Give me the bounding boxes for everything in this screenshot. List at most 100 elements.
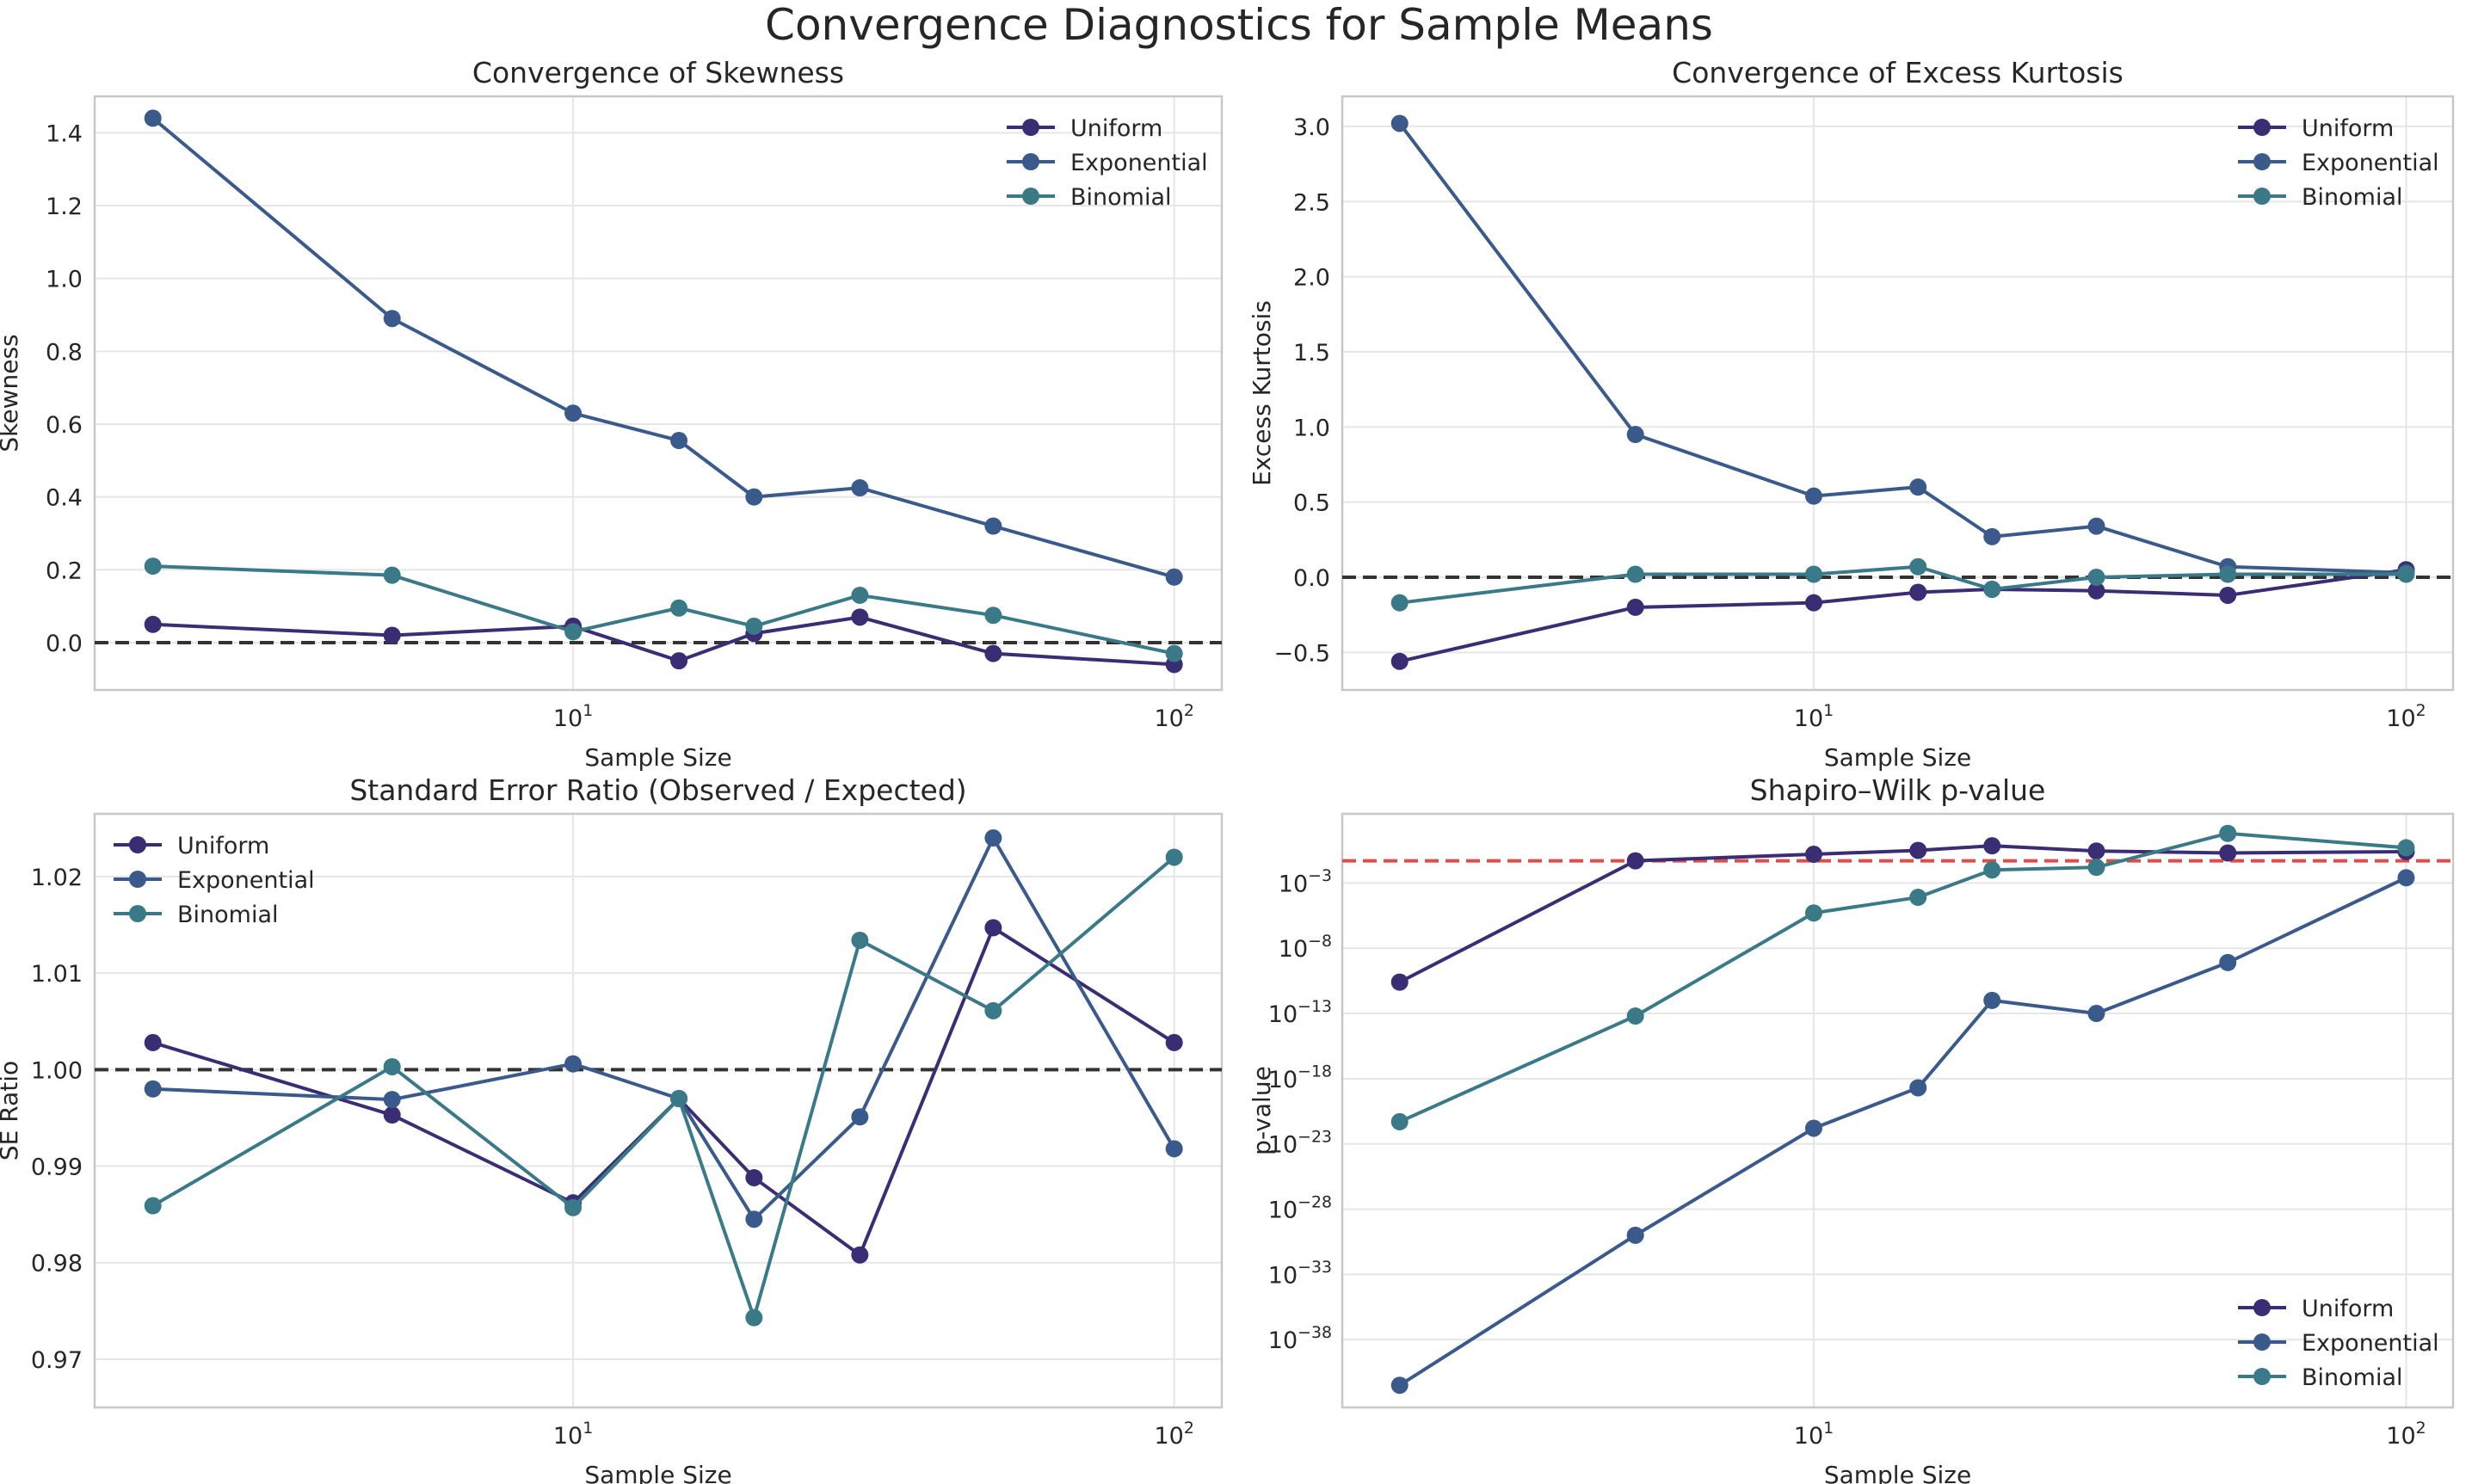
legend: Uniform Exponential Binomial — [2238, 115, 2439, 211]
legend-swatch-marker — [2253, 153, 2271, 170]
series-binomial — [1390, 824, 2415, 1130]
data-point — [383, 566, 401, 584]
data-point — [564, 1198, 583, 1216]
legend-label: Binomial — [2302, 1364, 2403, 1391]
data-point — [2219, 586, 2237, 604]
y-axis-label: Excess Kurtosis — [1248, 300, 1276, 486]
y-tick-label: 0.4 — [46, 485, 83, 512]
panel-se-ratio: 101 102 0.97 0.98 0.99 1.00 1.01 1.02 Standard E… — [0, 773, 1224, 1484]
data-point — [1983, 837, 2001, 855]
x-tick-label: 102 — [2386, 1419, 2426, 1450]
data-point — [2087, 517, 2105, 535]
data-point — [851, 608, 869, 626]
series-line-exponential — [152, 836, 1176, 1222]
data-point — [2397, 565, 2415, 583]
y-tick-label: 1.01 — [31, 961, 83, 988]
series-uniform — [144, 919, 1183, 1264]
series-binomial — [144, 848, 1183, 1327]
legend-swatch-marker — [2253, 188, 2271, 205]
x-axis-label: Sample Size — [584, 1461, 731, 1484]
series-binomial — [144, 557, 1183, 662]
data-point — [745, 488, 763, 506]
series-exponential — [1390, 114, 2415, 582]
series-line-uniform — [152, 926, 1175, 1257]
y-tick-label: 10−13 — [1268, 997, 1332, 1028]
legend: Uniform Exponential Binomial — [1007, 115, 1208, 211]
y-tick-label: 0.0 — [1293, 565, 1330, 592]
legend-swatch-marker — [2253, 1299, 2271, 1316]
series-line-binomial — [151, 855, 1175, 1320]
legend-swatch-marker — [2253, 1368, 2271, 1385]
y-tick-label: 1.0 — [1293, 415, 1330, 441]
axes-frame — [93, 95, 1224, 692]
data-point — [1165, 644, 1183, 662]
series-line-binomial — [1398, 831, 2407, 1124]
data-point — [1804, 565, 1822, 583]
legend-swatch-marker — [129, 905, 146, 922]
data-point — [2087, 842, 2105, 860]
x-tick-label: 101 — [553, 1419, 593, 1450]
legend-label: Binomial — [2302, 184, 2403, 211]
legend-swatch-marker — [129, 871, 146, 888]
panel-title: Standard Error Ratio (Observed / Expecte… — [349, 773, 966, 807]
series-exponential — [1390, 869, 2415, 1395]
data-point — [745, 1309, 763, 1327]
legend-label: Binomial — [177, 902, 279, 928]
x-tick-label: 101 — [553, 701, 593, 732]
data-point — [1165, 1033, 1183, 1051]
axes-frame — [1341, 95, 2455, 692]
y-tick-label: 10−38 — [1268, 1323, 1332, 1354]
panel-title: Convergence of Skewness — [472, 56, 844, 89]
series-line-uniform — [1398, 844, 2407, 984]
y-tick-label: 0.6 — [46, 412, 83, 439]
legend-swatch-marker — [129, 836, 146, 853]
data-point — [1983, 527, 2001, 545]
data-point — [564, 1055, 583, 1073]
legend-swatch-marker — [1022, 119, 1039, 136]
legend-label: Uniform — [2302, 1296, 2394, 1322]
data-point — [1626, 565, 1644, 583]
series-line-binomial — [1399, 564, 2407, 605]
data-point — [144, 615, 162, 633]
x-axis-label: Sample Size — [584, 743, 731, 772]
y-tick-label: 1.0 — [46, 267, 83, 293]
data-point — [1390, 114, 1409, 132]
legend-label: Exponential — [177, 867, 315, 894]
data-point — [1626, 1226, 1644, 1244]
data-point — [2397, 869, 2415, 887]
x-axis-label: Sample Size — [1824, 1461, 1971, 1484]
data-point — [144, 1197, 162, 1215]
series-exponential — [144, 109, 1183, 586]
data-point — [851, 1246, 869, 1264]
y-tick-label: 1.5 — [1293, 340, 1330, 366]
y-tick-label: 0.5 — [1293, 490, 1330, 517]
legend: Uniform Exponential Binomial — [114, 833, 315, 928]
data-point — [1909, 557, 1927, 576]
x-tick-label: 101 — [1794, 1419, 1834, 1450]
data-point — [1626, 1007, 1644, 1025]
data-point — [2219, 824, 2237, 842]
legend-label: Uniform — [2302, 115, 2394, 142]
y-tick-label: 10−28 — [1268, 1192, 1332, 1223]
data-point — [1390, 652, 1409, 670]
y-tick-label: 0.8 — [46, 339, 83, 366]
y-tick-label: 10−3 — [1279, 866, 1332, 897]
data-point — [984, 1001, 1002, 1019]
legend-swatch-marker — [1022, 188, 1039, 205]
series-uniform — [144, 608, 1183, 674]
data-point — [745, 1210, 763, 1228]
y-tick-label: 0.97 — [31, 1347, 83, 1374]
data-point — [984, 607, 1002, 625]
data-point — [1983, 580, 2001, 598]
panel-shapiro-wilk: 101 102 10−3 10−8 10−13 10−18 10−23 10−28 10−33 1… — [1248, 773, 2455, 1484]
data-point — [1626, 426, 1644, 444]
data-point — [1165, 848, 1183, 866]
panel-excess-kurtosis: 101 102 −0.5 0.0 0.5 1.0 1.5 2.0 2.5 3.0 Convergen… — [1248, 56, 2455, 772]
grid — [1342, 96, 2453, 690]
data-point — [1390, 1376, 1409, 1395]
data-point — [1909, 583, 1927, 601]
data-point — [984, 919, 1002, 937]
legend: Uniform Exponential Binomial — [2238, 1296, 2439, 1391]
data-point — [564, 404, 583, 422]
data-point — [383, 1106, 401, 1124]
